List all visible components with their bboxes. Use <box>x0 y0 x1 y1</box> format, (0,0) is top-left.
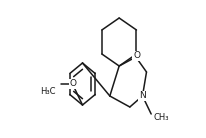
Text: H₃C: H₃C <box>40 87 56 95</box>
Text: O: O <box>69 79 76 88</box>
Text: CH₃: CH₃ <box>152 113 168 123</box>
Text: N: N <box>138 91 145 100</box>
Text: O: O <box>132 51 139 60</box>
